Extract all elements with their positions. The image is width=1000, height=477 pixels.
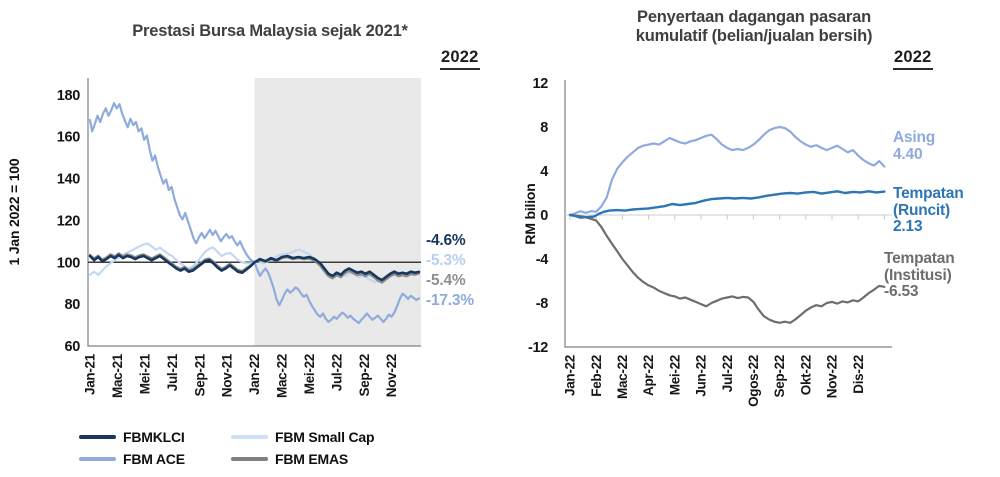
annotation-value: -6.53 — [884, 283, 919, 300]
annotation-asing: Asing 4.40 — [893, 129, 936, 163]
x-tick-label: Jan-22 — [563, 355, 578, 396]
axis-spines — [564, 80, 892, 348]
x-tick-label: Feb-22 — [589, 355, 604, 397]
end-label-fbmklci: -4.6% — [426, 232, 466, 249]
end-label-fbm-emas: -5.4% — [426, 272, 466, 289]
x-tick-label: Mac-22 — [275, 354, 290, 398]
x-tick-label: Mei-21 — [137, 353, 152, 394]
annotation-tempatan-runcit-: Tempatan (Runcit) 2.13 — [893, 185, 964, 236]
legend-item-fbm-small-cap: FBM Small Cap — [231, 429, 375, 445]
y-tick-label: 180 — [57, 88, 81, 104]
y-tick-label: 100 — [57, 255, 81, 271]
x-tick-label: Jul-22 — [720, 355, 735, 392]
x-tick-label: Ogos-22 — [746, 355, 761, 407]
legend-swatch — [231, 434, 268, 440]
x-tick-label: Nov-21 — [220, 353, 235, 397]
series-line-tempatan-institusi- — [568, 213, 886, 324]
x-tick-label: Sep-22 — [357, 354, 372, 396]
y-tick-label: -4 — [536, 252, 549, 268]
right-chart-canvas: 12 8 4 0 -4 -8 -12 Jan-22 Feb-22 Mac-22 Apr-22 Mei-… — [528, 76, 892, 407]
x-tick-label: Sep-22 — [772, 355, 787, 397]
series-line-fbmklci — [88, 253, 421, 282]
series-line-tempatan-runcit- — [568, 190, 886, 219]
right-chart-title: Penyertaan dagangan pasaran kumulatif (b… — [635, 8, 873, 45]
legend-label: FBM EMAS — [275, 451, 349, 467]
annotation-label: Tempatan — [884, 250, 955, 267]
legend-swatch — [79, 434, 116, 440]
y-tick-label: 12 — [532, 76, 548, 92]
axis-spines — [87, 78, 421, 347]
annotation-label: (Institusi) — [884, 266, 952, 284]
left-period-label: 2022 — [440, 48, 480, 70]
y-tick-label: 80 — [64, 297, 80, 313]
x-tick-label: Jan-22 — [247, 354, 262, 395]
left-end-labels: -4.6% -5.3% -5.4% -17.3% — [426, 231, 474, 311]
legend-swatch — [79, 456, 116, 462]
x-tick-label: Sep-21 — [192, 353, 207, 396]
annotation-value: 2.13 — [893, 218, 923, 235]
end-label-fbm-ace: -17.3% — [426, 292, 474, 309]
y-tick-label: 120 — [57, 213, 81, 229]
left-legend: FBMKLCI FBM Small Cap FBM ACE FBM EMAS — [79, 426, 375, 470]
x-tick-label: Apr-22 — [641, 355, 656, 396]
annotation-tempatan-institusi-: Tempatan (Institusi) -6.53 — [884, 250, 955, 301]
x-tick-label: Nov-22 — [825, 355, 840, 398]
x-tick-label: Okt-22 — [798, 355, 813, 395]
y-tick-label: 60 — [64, 339, 80, 355]
legend-swatch — [231, 456, 268, 462]
legend-item-fbm-emas: FBM EMAS — [231, 451, 374, 467]
y-tick-label: -12 — [528, 340, 548, 356]
legend-label: FBM ACE — [123, 451, 185, 467]
annotation-value: 4.40 — [893, 145, 923, 163]
y-tick-label: 4 — [540, 164, 548, 180]
x-tick-label: Mac-22 — [615, 355, 630, 399]
annotation-label: Asing — [893, 129, 936, 146]
x-tick-label: Jul-21 — [165, 353, 180, 391]
series-line-asing — [568, 125, 886, 217]
legend-item-fbm-ace: FBM ACE — [79, 451, 231, 467]
x-tick-label: Dis-22 — [851, 355, 866, 394]
x-tick-label: Jul-22 — [329, 354, 344, 391]
x-tick-label: Mac-21 — [110, 353, 125, 398]
left-chart-title: Prestasi Bursa Malaysia sejak 2021* — [132, 22, 408, 40]
x-tick-label: Jan-21 — [83, 353, 98, 395]
y-tick-label: 160 — [57, 130, 81, 146]
x-tick-label: Nov-22 — [384, 354, 399, 397]
annotation-label: (Runcit) — [893, 201, 950, 219]
y-tick-label: 140 — [57, 172, 81, 188]
x-tick-label: Jun-22 — [694, 355, 709, 397]
legend-item-fbmklci: FBMKLCI — [79, 429, 231, 445]
x-tick-label: Mei-22 — [302, 354, 317, 394]
end-label-fbm-small-cap: -5.3% — [426, 252, 466, 269]
y-tick-label: 0 — [540, 208, 548, 224]
legend-label: FBMKLCI — [123, 429, 185, 445]
annotation-label: Tempatan — [893, 185, 964, 202]
right-period-label: 2022 — [893, 48, 933, 70]
legend-label: FBM Small Cap — [275, 429, 375, 445]
x-tick-label: Mei-22 — [667, 355, 682, 395]
y-tick-label: 8 — [540, 120, 548, 136]
y-tick-label: -8 — [536, 296, 549, 312]
